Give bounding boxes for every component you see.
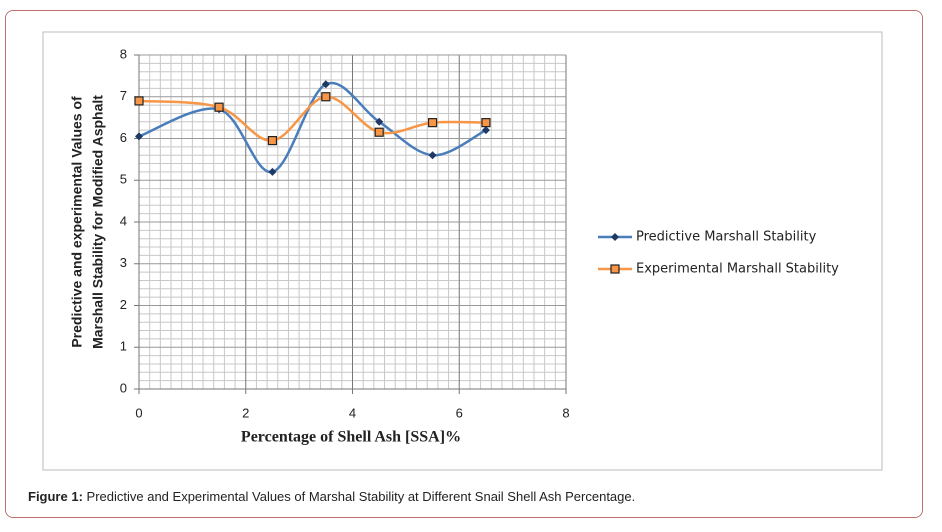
x-tick-label: 4 xyxy=(349,405,356,420)
legend-label: Experimental Marshall Stability xyxy=(636,262,839,277)
legend-label: Predictive Marshall Stability xyxy=(636,230,817,245)
point xyxy=(134,96,144,106)
x-tick-label: 2 xyxy=(242,405,249,420)
caption-label: Figure 1: xyxy=(28,489,83,504)
point xyxy=(268,167,277,176)
y-tick-label: 5 xyxy=(120,172,127,187)
point xyxy=(267,135,278,146)
point xyxy=(214,102,224,112)
y-tick-label: 4 xyxy=(120,213,127,228)
x-tick-label: 8 xyxy=(562,405,569,420)
x-tick-label: 0 xyxy=(135,405,142,420)
x-axis-label: Percentage of Shell Ash [SSA]% xyxy=(241,429,461,446)
y-tick-label: 1 xyxy=(120,339,127,354)
y-tick-label: 2 xyxy=(120,297,127,312)
legend-marker xyxy=(611,233,619,241)
point xyxy=(374,127,384,137)
y-tick-label: 8 xyxy=(120,46,127,61)
y-tick-label: 7 xyxy=(120,88,127,103)
point xyxy=(481,126,490,135)
y-tick-label: 6 xyxy=(120,130,127,145)
point xyxy=(428,151,437,160)
point xyxy=(135,132,143,141)
point xyxy=(321,92,331,102)
point xyxy=(427,118,438,128)
figure-frame xyxy=(5,10,923,518)
y-tick-label: 0 xyxy=(120,380,127,395)
caption-text: Predictive and Experimental Values of Ma… xyxy=(86,489,636,504)
chart-area xyxy=(42,31,883,471)
point xyxy=(375,117,384,126)
y-axis-label: Predictive and experimental Values of xyxy=(69,96,85,348)
y-tick-label: 3 xyxy=(120,255,127,270)
legend-marker xyxy=(610,264,620,274)
x-tick-label: 6 xyxy=(456,405,463,420)
point xyxy=(321,80,330,89)
point xyxy=(481,118,491,128)
caption: Figure 1: Predictive and Experimental Va… xyxy=(28,489,635,504)
y-axis-label: Marshall Stability for Modified Asphalt xyxy=(90,95,106,349)
